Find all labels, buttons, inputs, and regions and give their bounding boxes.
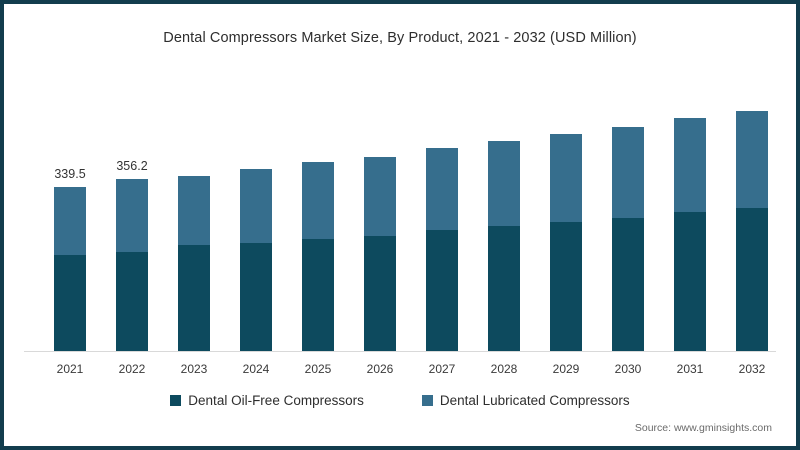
bar-segment-lubricated[interactable] [178,176,210,246]
legend-item-0[interactable]: Dental Oil-Free Compressors [170,393,364,408]
bar-stack[interactable] [240,169,272,352]
bar-segment-oil-free[interactable] [364,236,396,352]
source-attribution: Source: www.gminsights.com [634,422,772,434]
legend-label: Dental Oil-Free Compressors [188,393,364,408]
bar-segment-oil-free[interactable] [426,230,458,352]
bar-segment-lubricated[interactable] [240,169,272,244]
legend-swatch-icon [421,395,433,406]
bar-segment-oil-free[interactable] [54,255,86,352]
bar-segment-lubricated[interactable] [674,118,706,213]
x-axis-tick-2030: 2030 [614,362,642,376]
bar-segment-oil-free[interactable] [612,218,644,352]
x-axis-tick-2027: 2027 [428,362,456,376]
bar-value-label: 339.5 [54,167,86,181]
bar-segment-oil-free[interactable] [116,251,148,352]
bar-stack[interactable] [488,141,520,352]
x-axis-tick-2032: 2032 [738,362,766,376]
bar-segment-oil-free[interactable] [674,212,706,352]
legend-item-1[interactable]: Dental Lubricated Compressors [421,393,630,408]
bar-stack[interactable] [550,133,582,352]
chart-title: Dental Compressors Market Size, By Produ… [163,30,637,46]
x-axis-tick-2029: 2029 [552,362,580,376]
bar-segment-oil-free[interactable] [488,226,520,352]
bar-stack[interactable] [178,176,210,352]
legend-label: Dental Lubricated Compressors [439,393,630,408]
bar-stack[interactable] [736,111,768,352]
bar-stack[interactable]: 356.2 [116,159,148,352]
bar-segment-oil-free[interactable] [550,222,582,352]
bar-segment-oil-free[interactable] [178,245,210,352]
legend-swatch-icon [170,395,182,406]
x-axis-tick-2026: 2026 [366,362,394,376]
bar-segment-lubricated[interactable] [736,111,768,209]
bar-segment-lubricated[interactable] [54,187,86,255]
x-axis-tick-2022: 2022 [118,362,146,376]
x-axis-tick-2024: 2024 [242,362,270,376]
bar-stack[interactable] [674,118,706,352]
bar-segment-oil-free[interactable] [302,239,334,352]
x-axis-tick-2025: 2025 [304,362,332,376]
x-axis-line [24,351,776,352]
bar-stack[interactable] [302,162,334,352]
bar-segment-lubricated[interactable] [612,126,644,219]
x-axis-tick-2023: 2023 [180,362,208,376]
bar-segment-lubricated[interactable] [550,133,582,223]
chart-legend: Dental Oil-Free Compressors Dental Lubric… [4,393,796,408]
bar-segment-lubricated[interactable] [488,141,520,227]
bar-value-label: 356.2 [116,158,148,173]
bar-segment-lubricated[interactable] [302,162,334,240]
bar-segment-lubricated[interactable] [426,148,458,231]
plot-area: 339.5 356.2 2021 2022 2023 2024 2025 2026 2027 2… [4,4,796,446]
bar-stack[interactable] [426,148,458,352]
bar-segment-oil-free[interactable] [736,208,768,352]
bar-stack[interactable] [364,156,396,352]
bar-segment-oil-free[interactable] [240,243,272,352]
x-axis-tick-2028: 2028 [490,362,518,376]
bar-segment-lubricated[interactable] [116,178,148,252]
chart-canvas: Dental Compressors Market Size, By Produ… [4,4,796,446]
bar-stack[interactable]: 339.5 [54,167,86,352]
bar-stack[interactable] [612,126,644,352]
bar-segment-lubricated[interactable] [364,156,396,237]
x-axis-tick-2031: 2031 [676,362,704,376]
x-axis-tick-2021: 2021 [56,362,84,376]
